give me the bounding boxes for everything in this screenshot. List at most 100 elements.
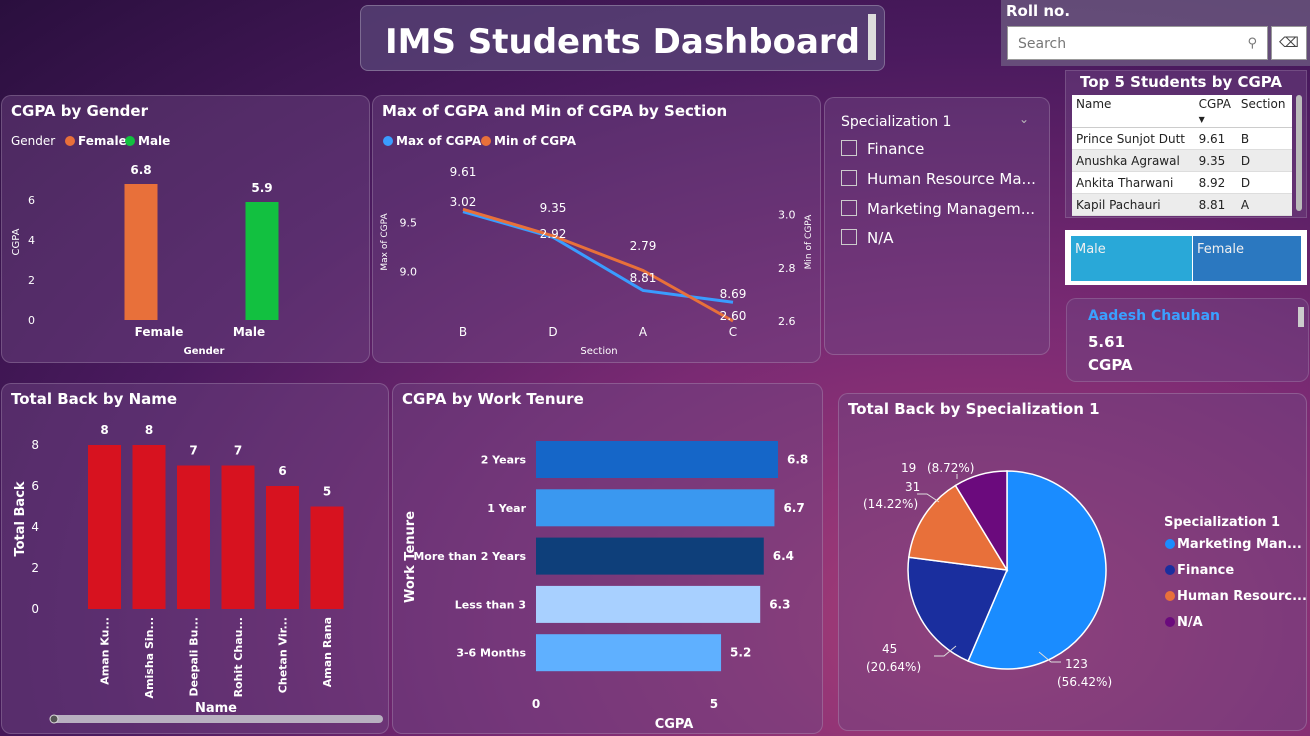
data-label: 8.81 [630, 271, 657, 285]
chart-title: Total Back by Specialization 1 [848, 400, 1100, 418]
legend-title: Specialization 1 [1164, 515, 1280, 530]
checkbox[interactable] [841, 229, 857, 245]
search-input[interactable]: Search ⚲ [1007, 26, 1268, 60]
y-tick-label: 6 [31, 479, 39, 493]
chart-title: CGPA by Gender [11, 102, 148, 120]
data-label: 6.4 [773, 549, 794, 563]
x-tick-label: Aman Ku... [99, 617, 112, 685]
cgpa-by-gender-svg: Gender Female Male0246CGPA6.8Female5.9Male… [11, 134, 279, 357]
data-label: 6.3 [769, 597, 790, 611]
bar [221, 465, 255, 609]
series-line [462, 210, 734, 304]
y-axis-label: Total Back [13, 481, 28, 556]
bar [88, 445, 121, 609]
chart-title: Total Back by Name [11, 390, 178, 408]
data-label: 8 [100, 423, 108, 437]
slicer-item-marketing[interactable]: Marketing Managem... [841, 200, 1035, 218]
leader-line [1038, 651, 1061, 663]
y-tick-label: 4 [31, 520, 39, 534]
bar [177, 465, 210, 609]
column-header-name[interactable]: Name [1072, 95, 1195, 128]
x-tick-label: C [729, 325, 737, 339]
legend-label: Female [78, 134, 127, 148]
chevron-down-icon[interactable]: ⌄ [1018, 112, 1029, 126]
cgpa-by-work-tenure-chart: CGPA by Work Tenure 6.8 2 Years 6.7 1 Year 6… [392, 383, 823, 734]
y-tick-label: 8 [31, 438, 39, 452]
bar [536, 537, 764, 575]
search-placeholder: Search [1018, 36, 1067, 52]
pie-slice [907, 556, 1009, 663]
y-tick-label-left: 9.0 [400, 266, 418, 279]
chart-title: CGPA by Work Tenure [402, 390, 584, 408]
leader-line [917, 493, 940, 503]
data-label-value: 19 [901, 461, 916, 475]
roll-no-slicer: Roll no. Search ⚲ ⌫ [1001, 0, 1310, 66]
column-header-cgpa[interactable]: CGPA ▼ [1194, 95, 1237, 128]
x-tick-label: 5 [710, 697, 718, 711]
cgpa-by-work-tenure-svg: 6.8 2 Years 6.7 1 Year 6.4 More than 2 Years 6… [403, 441, 808, 732]
y-tick-label: 2 [28, 274, 35, 287]
bar [536, 585, 761, 623]
data-label-percent: (14.22%) [863, 497, 918, 511]
slicer-item-finance[interactable]: Finance [841, 140, 924, 158]
data-label: 9.61 [450, 165, 477, 179]
slicer-item-hr[interactable]: Human Resource Ma... [841, 170, 1036, 188]
legend-label: Human Resourc... [1177, 589, 1306, 604]
legend-marker [1165, 591, 1175, 601]
column-header-section[interactable]: Section [1236, 95, 1292, 128]
y-tick-label-right: 2.8 [778, 262, 796, 275]
max-min-cgpa-chart: Max of CGPA and Min of CGPA by Section M… [372, 95, 821, 363]
table-row[interactable]: Ankita Tharwani 8.92 D [1072, 171, 1292, 194]
x-tick-label: B [459, 325, 467, 339]
chart-title: Max of CGPA and Min of CGPA by Section [382, 102, 728, 120]
y-axis-label: CGPA [11, 228, 22, 255]
bar [536, 634, 722, 672]
data-label: 6.8 [787, 453, 808, 467]
data-label-percent: (8.72%) [927, 461, 974, 475]
table-row[interactable]: Kapil Pachauri 8.81 A [1072, 193, 1292, 216]
bar [310, 506, 344, 609]
data-label: 2.60 [720, 309, 747, 323]
legend-marker [481, 136, 491, 146]
y-tick-label: 1 Year [487, 502, 526, 515]
legend-label: Max of CGPA [396, 134, 482, 148]
x-tick-label: Aman Rana [321, 617, 334, 687]
legend-marker [125, 136, 135, 146]
specialization-slicer: Specialization 1 ⌄ Finance Human Resourc… [824, 97, 1050, 355]
card-cgpa-label: CGPA [1088, 356, 1133, 374]
data-label: 2.79 [630, 239, 657, 253]
legend-label: Min of CGPA [494, 134, 577, 148]
top5-title: Top 5 Students by CGPA [1079, 73, 1282, 91]
card-student-name: Aadesh Chauhan [1088, 308, 1221, 324]
y-tick-label: 0 [31, 602, 39, 616]
y-tick-label: 2 [31, 561, 39, 575]
y-axis-label-right: Min of CGPA [804, 214, 814, 269]
y-tick-label: Less than 3 [455, 598, 526, 611]
gender-option-male[interactable]: Male [1071, 236, 1192, 281]
table-row[interactable]: Anushka Agrawal 9.35 D [1072, 149, 1292, 172]
sort-desc-icon: ▼ [1198, 115, 1205, 124]
data-label: 7 [234, 444, 242, 458]
bar [245, 202, 279, 320]
bar [266, 486, 299, 609]
y-tick-label: 6 [28, 194, 35, 207]
specialization-slicer-title: Specialization 1 [841, 114, 952, 130]
slicer-item-na[interactable]: N/A [841, 229, 894, 247]
checkbox[interactable] [841, 140, 857, 156]
data-label: 6.7 [783, 501, 804, 515]
series-line [462, 207, 734, 323]
checkbox[interactable] [841, 200, 857, 216]
total-back-by-name-chart: Total Back by Name 0 2 4 6 8 Total Back 8 Aman … [1, 383, 389, 734]
data-label: 7 [189, 444, 197, 458]
data-label: 6.8 [130, 163, 151, 177]
table-scrollbar[interactable] [1296, 95, 1302, 211]
data-label-value: 45 [882, 642, 897, 656]
clear-selections-icon[interactable]: ⌫ [1271, 26, 1307, 60]
table-row[interactable]: Prince Sunjot Dutt 9.61 B [1072, 127, 1292, 150]
y-tick-label-right: 2.6 [778, 315, 796, 328]
card-scrollbar[interactable] [1298, 307, 1304, 327]
total-back-by-specialization-chart: Total Back by Specialization 1 123 (56.42… [838, 393, 1307, 731]
x-tick-label: Rohit Chau... [232, 617, 245, 697]
gender-option-female[interactable]: Female [1193, 236, 1301, 281]
checkbox[interactable] [841, 170, 857, 186]
